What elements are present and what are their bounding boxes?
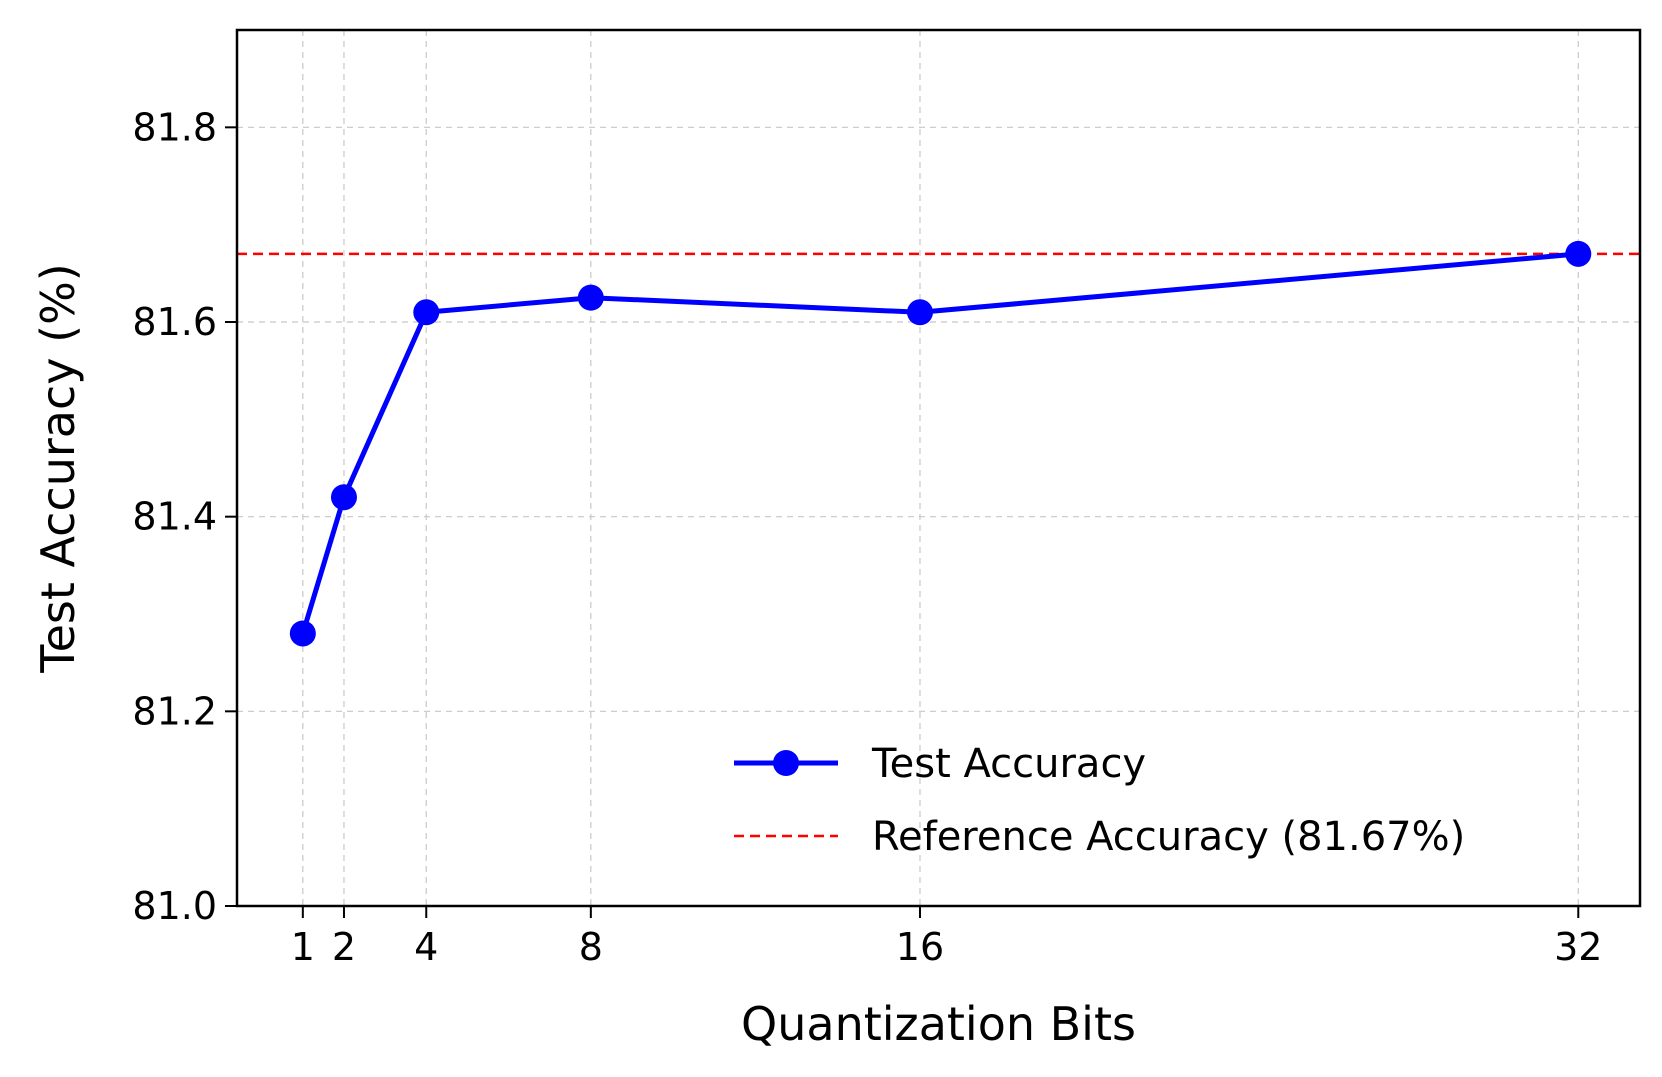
legend-marker-test-accuracy bbox=[773, 750, 799, 776]
data-point bbox=[577, 284, 604, 311]
x-tick-label: 32 bbox=[1554, 925, 1602, 969]
x-tick-label: 1 bbox=[291, 925, 315, 969]
x-tick-label: 2 bbox=[332, 925, 356, 969]
legend: Test Accuracy Reference Accuracy (81.67%… bbox=[734, 741, 1465, 860]
legend-label-reference-accuracy: Reference Accuracy (81.67%) bbox=[872, 814, 1465, 860]
y-tick-label: 81.6 bbox=[132, 300, 217, 344]
x-axis-ticks: 1 2 4 8 16 32 bbox=[291, 906, 1602, 969]
data-point bbox=[906, 299, 933, 326]
data-point bbox=[330, 484, 357, 511]
data-point bbox=[289, 620, 316, 647]
y-tick-label: 81.4 bbox=[132, 495, 217, 539]
data-point bbox=[1565, 240, 1592, 267]
x-tick-label: 16 bbox=[896, 925, 944, 969]
series-line-test-accuracy bbox=[300, 251, 1579, 635]
y-axis-ticks: 81.0 81.2 81.4 81.6 81.8 bbox=[132, 105, 237, 928]
x-axis-title: Quantization Bits bbox=[741, 997, 1136, 1051]
plot-frame bbox=[235, 28, 1642, 908]
x-tick-label: 8 bbox=[579, 925, 603, 969]
y-tick-label: 81.8 bbox=[132, 105, 217, 149]
grid-lines bbox=[237, 30, 1640, 907]
y-tick-label: 81.2 bbox=[132, 689, 217, 733]
y-tick-label: 81.0 bbox=[132, 884, 217, 928]
x-tick-label: 4 bbox=[414, 925, 438, 969]
series-layer bbox=[289, 240, 1592, 647]
legend-label-test-accuracy: Test Accuracy bbox=[871, 741, 1146, 787]
data-point bbox=[413, 299, 440, 326]
y-axis-title: Test Accuracy (%) bbox=[31, 263, 85, 673]
